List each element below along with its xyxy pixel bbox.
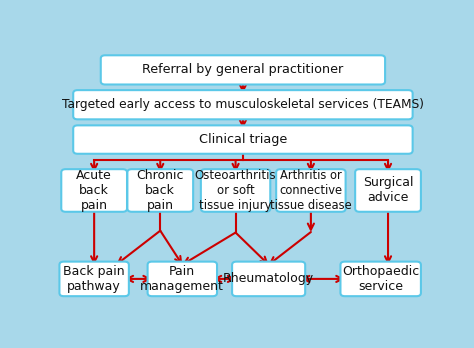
FancyBboxPatch shape bbox=[201, 169, 270, 212]
FancyBboxPatch shape bbox=[340, 262, 421, 296]
Text: Pain
management: Pain management bbox=[140, 265, 224, 293]
Text: Surgical
advice: Surgical advice bbox=[363, 176, 413, 205]
FancyBboxPatch shape bbox=[73, 90, 413, 119]
FancyBboxPatch shape bbox=[147, 262, 217, 296]
FancyBboxPatch shape bbox=[232, 262, 305, 296]
FancyBboxPatch shape bbox=[276, 169, 346, 212]
Text: Osteoarthritis
or soft
tissue injury: Osteoarthritis or soft tissue injury bbox=[195, 169, 276, 212]
FancyBboxPatch shape bbox=[61, 169, 127, 212]
Text: Rheumatology: Rheumatology bbox=[223, 272, 314, 285]
Text: Referral by general practitioner: Referral by general practitioner bbox=[142, 63, 344, 77]
Text: Targeted early access to musculoskeletal services (TEAMS): Targeted early access to musculoskeletal… bbox=[62, 98, 424, 111]
Text: Orthopaedic
service: Orthopaedic service bbox=[342, 265, 419, 293]
Text: Clinical triage: Clinical triage bbox=[199, 133, 287, 146]
FancyBboxPatch shape bbox=[101, 55, 385, 85]
Text: Back pain
pathway: Back pain pathway bbox=[64, 265, 125, 293]
FancyBboxPatch shape bbox=[128, 169, 193, 212]
FancyBboxPatch shape bbox=[73, 125, 413, 154]
FancyBboxPatch shape bbox=[59, 262, 129, 296]
FancyBboxPatch shape bbox=[355, 169, 421, 212]
Text: Acute
back
pain: Acute back pain bbox=[76, 169, 112, 212]
Text: Arthritis or
connective
tissue disease: Arthritis or connective tissue disease bbox=[270, 169, 352, 212]
Text: Chronic
back
pain: Chronic back pain bbox=[137, 169, 184, 212]
